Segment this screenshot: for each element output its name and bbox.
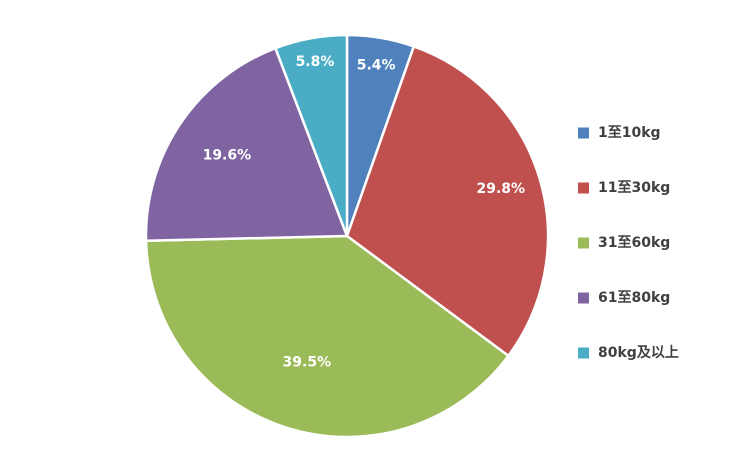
- data-label: 39.5%: [283, 354, 332, 370]
- data-label: 19.6%: [203, 147, 252, 163]
- data-label: 5.4%: [357, 58, 396, 74]
- pie-data-labels: 5.4% 29.8% 39.5% 19.6% 5.8%: [203, 54, 525, 370]
- legend-label: 11至30kg: [598, 180, 670, 196]
- pie-slice: [345, 45, 550, 358]
- legend-label: 80kg及以上: [598, 345, 679, 361]
- pie-slice: [144, 46, 349, 242]
- legend: 1至10kg 11至30kg 31至60kg 61至80kg 80kg及以上: [578, 125, 679, 361]
- legend-swatch: [578, 182, 589, 194]
- data-label: 5.8%: [296, 54, 335, 70]
- pie-slice: [144, 234, 510, 439]
- legend-swatch: [578, 292, 589, 304]
- legend-label: 31至60kg: [598, 235, 670, 251]
- legend-swatch: [578, 237, 589, 249]
- legend-label: 1至10kg: [598, 125, 661, 141]
- pie-slices: [144, 33, 550, 439]
- pie-slice: [274, 33, 349, 238]
- legend-swatch: [578, 347, 589, 359]
- data-label: 29.8%: [476, 181, 525, 197]
- legend-swatch: [578, 127, 589, 139]
- legend-label: 61至80kg: [598, 290, 670, 306]
